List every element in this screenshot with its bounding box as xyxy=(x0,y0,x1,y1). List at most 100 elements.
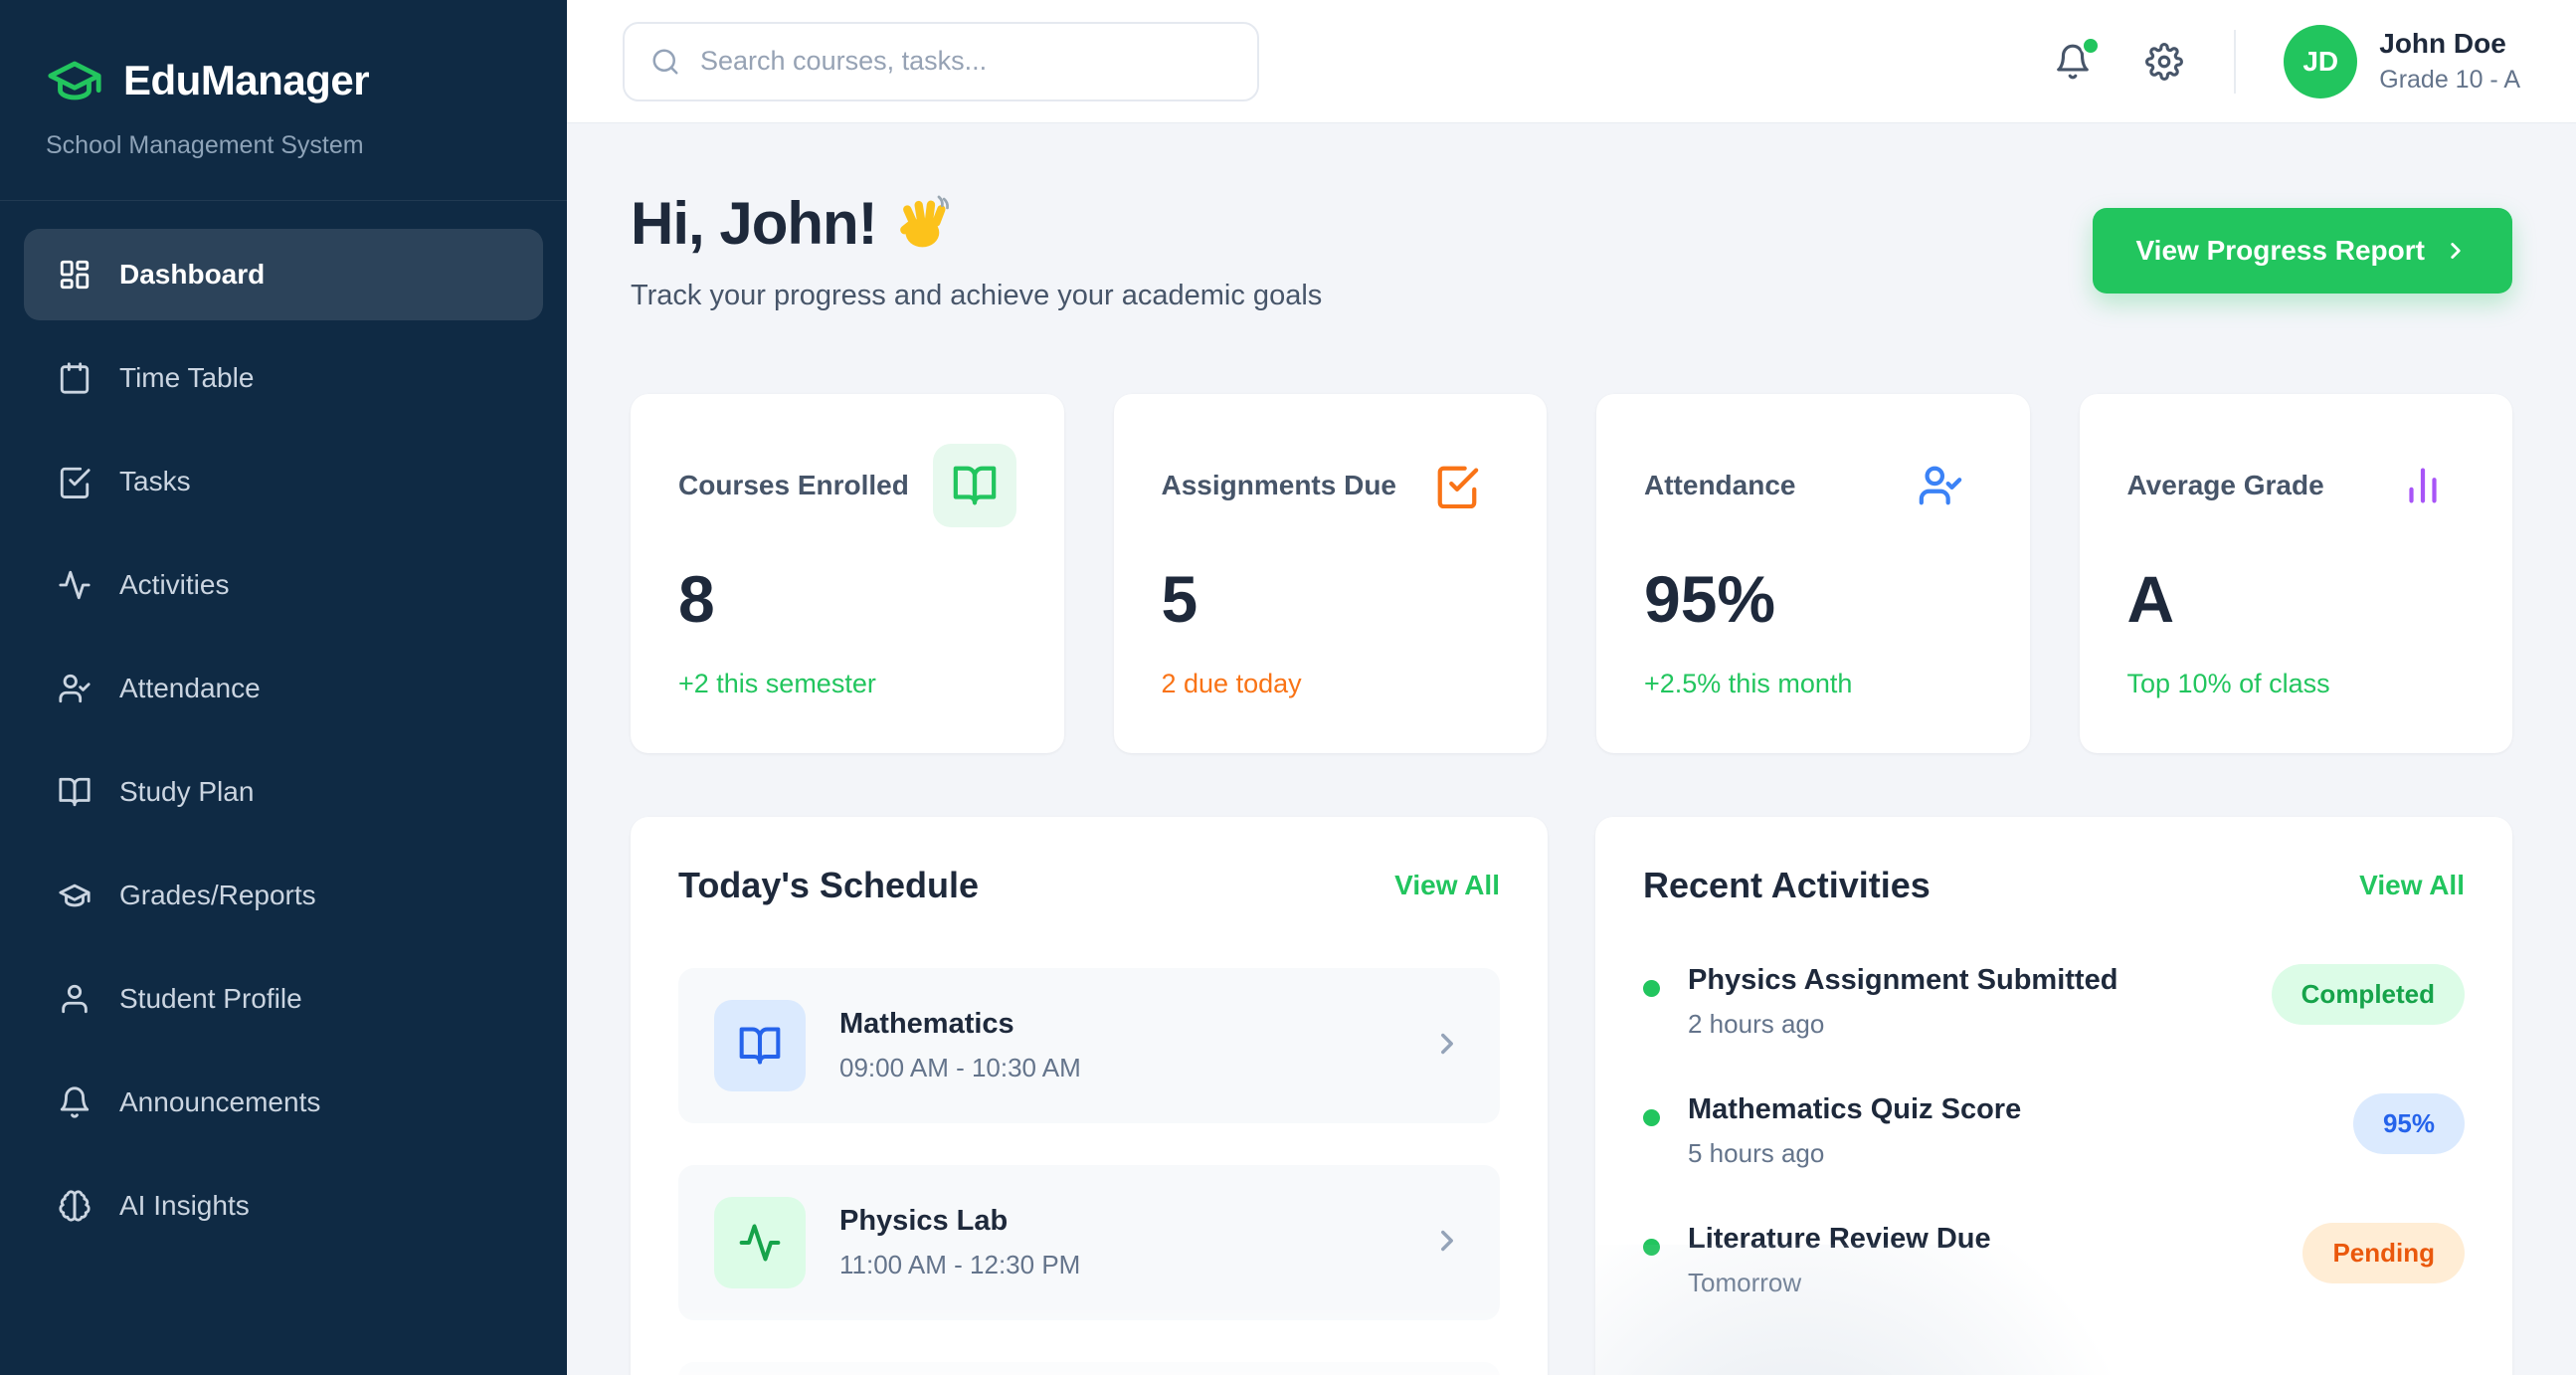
activities-view-all-link[interactable]: View All xyxy=(2359,870,2465,900)
sidebar-item-ai-insights[interactable]: AI Insights xyxy=(24,1160,543,1252)
bar-chart-icon xyxy=(2381,444,2465,527)
dashboard-content: Hi, John! xyxy=(567,123,2576,1375)
sidebar-item-label: AI Insights xyxy=(119,1190,250,1221)
user-menu[interactable]: JD John Doe Grade 10 - A xyxy=(2284,24,2520,98)
schedule-panel-title: Today's Schedule xyxy=(678,865,979,905)
sidebar-item-grades-reports[interactable]: Grades/Reports xyxy=(24,850,543,941)
stat-card-assignments-due: Assignments Due 5 2 due today xyxy=(1113,394,1547,753)
panels-row: Today's Schedule View All Mathematics 09… xyxy=(631,817,2512,1375)
sidebar-item-student-profile[interactable]: Student Profile xyxy=(24,953,543,1045)
schedule-item-english-literature[interactable]: English Literature xyxy=(678,1362,1500,1375)
cta-label: View Progress Report xyxy=(2135,235,2425,266)
sidebar-item-study-plan[interactable]: Study Plan xyxy=(24,746,543,838)
notifications-button[interactable] xyxy=(2051,35,2102,84)
activity-time: 2 hours ago xyxy=(1688,1009,1825,1039)
bell-icon xyxy=(60,1086,90,1118)
view-progress-report-button[interactable]: View Progress Report xyxy=(2092,208,2512,294)
sidebar-item-tasks[interactable]: Tasks xyxy=(24,436,543,527)
calendar-icon xyxy=(60,362,90,394)
user-check-icon xyxy=(1899,444,1982,527)
stat-value: A xyxy=(2126,562,2175,636)
bell-icon xyxy=(2057,44,2090,79)
search-icon xyxy=(652,49,678,74)
stat-card-average-grade: Average Grade A Top 10% of class xyxy=(2079,394,2512,753)
book-open-icon xyxy=(932,444,1016,527)
activity-title: Physics Assignment Submitted xyxy=(1688,964,2118,996)
book-open-icon xyxy=(714,1000,806,1091)
greeting-subtitle: Track your progress and achieve your aca… xyxy=(631,280,1323,311)
activity-time: 5 hours ago xyxy=(1688,1138,1825,1168)
app-tagline: School Management System xyxy=(46,131,364,159)
schedule-item-mathematics[interactable]: Mathematics 09:00 AM - 10:30 AM xyxy=(678,968,1500,1123)
activity-pulse-icon xyxy=(714,1197,806,1288)
notification-dot xyxy=(2081,35,2102,56)
stat-note: Top 10% of class xyxy=(2126,669,2330,698)
activity-dot xyxy=(1643,980,1660,997)
activity-dot xyxy=(1643,1109,1660,1126)
sidebar-menu: Dashboard Time Table Tasks Activities At… xyxy=(0,201,567,1291)
brand: EduManager School Management System xyxy=(0,0,567,201)
sidebar-item-label: Grades/Reports xyxy=(119,880,316,910)
activity-item-physics-assignment: Physics Assignment Submitted 2 hours ago… xyxy=(1643,964,2465,1040)
activities-panel-title: Recent Activities xyxy=(1643,865,1931,905)
topbar-right: JD John Doe Grade 10 - A xyxy=(2051,24,2520,98)
user-icon xyxy=(62,984,88,1014)
schedule-item-time: 09:00 AM - 10:30 AM xyxy=(839,1053,1081,1082)
schedule-item-time: 11:00 AM - 12:30 PM xyxy=(839,1250,1081,1279)
stat-note: +2.5% this month xyxy=(1644,669,1853,698)
greeting-title: Hi, John! xyxy=(631,189,1322,258)
schedule-view-all-link[interactable]: View All xyxy=(1394,870,1500,900)
sidebar-item-label: Dashboard xyxy=(119,259,266,290)
recent-activities-panel: Recent Activities View All Physics Assig… xyxy=(1595,817,2512,1375)
book-open-icon xyxy=(59,777,91,807)
sidebar-item-label: Study Plan xyxy=(119,776,255,807)
status-badge: Pending xyxy=(2302,1223,2465,1283)
user-grade: Grade 10 - A xyxy=(2379,66,2520,94)
check-square-icon xyxy=(60,467,91,498)
stat-note: 2 due today xyxy=(1161,669,1302,698)
stat-label: Courses Enrolled xyxy=(678,470,909,500)
sidebar-item-announcements[interactable]: Announcements xyxy=(24,1057,543,1148)
sidebar-item-label: Activities xyxy=(119,569,230,600)
sidebar-item-dashboard[interactable]: Dashboard xyxy=(24,229,543,320)
sidebar-item-label: Time Table xyxy=(119,362,255,393)
sidebar-item-activities[interactable]: Activities xyxy=(24,539,543,631)
greeting-row: Hi, John! xyxy=(631,189,2512,312)
app-title: EduManager xyxy=(123,57,370,103)
schedule-item-title: Mathematics xyxy=(839,1008,1014,1040)
gear-icon xyxy=(2145,42,2184,81)
stat-label: Average Grade xyxy=(2126,470,2324,500)
topbar-divider xyxy=(2234,29,2237,94)
brain-icon xyxy=(59,1190,91,1222)
sidebar: EduManager School Management System Dash… xyxy=(0,0,567,1375)
activity-title: Literature Review Due xyxy=(1688,1223,1991,1255)
sidebar-item-label: Attendance xyxy=(119,673,261,703)
waving-hand-emoji xyxy=(899,195,949,247)
activity-pulse-icon xyxy=(59,570,91,600)
todays-schedule-panel: Today's Schedule View All Mathematics 09… xyxy=(631,817,1548,1375)
schedule-item-physics-lab[interactable]: Physics Lab 11:00 AM - 12:30 PM xyxy=(678,1165,1500,1320)
stat-label: Assignments Due xyxy=(1161,470,1397,500)
user-name: John Doe xyxy=(2379,28,2506,59)
layout-dashboard-icon xyxy=(60,260,90,290)
sidebar-item-time-table[interactable]: Time Table xyxy=(24,332,543,424)
stat-value: 95% xyxy=(1644,562,1776,636)
stat-note: +2 this semester xyxy=(678,669,876,698)
schedule-list: Mathematics 09:00 AM - 10:30 AM xyxy=(678,968,1500,1375)
activity-dot xyxy=(1643,1239,1660,1256)
graduation-cap-icon xyxy=(59,884,91,907)
stat-card-courses-enrolled: Courses Enrolled 8 +2 this semester xyxy=(631,394,1064,753)
stat-value: 8 xyxy=(678,562,715,636)
activity-item-literature-review: Literature Review Due Tomorrow Pending xyxy=(1643,1223,2465,1298)
sidebar-item-label: Announcements xyxy=(119,1086,321,1117)
settings-button[interactable] xyxy=(2142,40,2186,84)
search-input[interactable] xyxy=(700,46,1231,77)
activity-time: Tomorrow xyxy=(1688,1268,1802,1297)
stat-value: 5 xyxy=(1161,562,1198,636)
chevron-right-icon xyxy=(1430,1027,1464,1066)
status-badge: 95% xyxy=(2352,1093,2465,1154)
topbar: JD John Doe Grade 10 - A xyxy=(567,0,2576,123)
sidebar-item-attendance[interactable]: Attendance xyxy=(24,643,543,734)
search-bar xyxy=(623,21,1259,101)
